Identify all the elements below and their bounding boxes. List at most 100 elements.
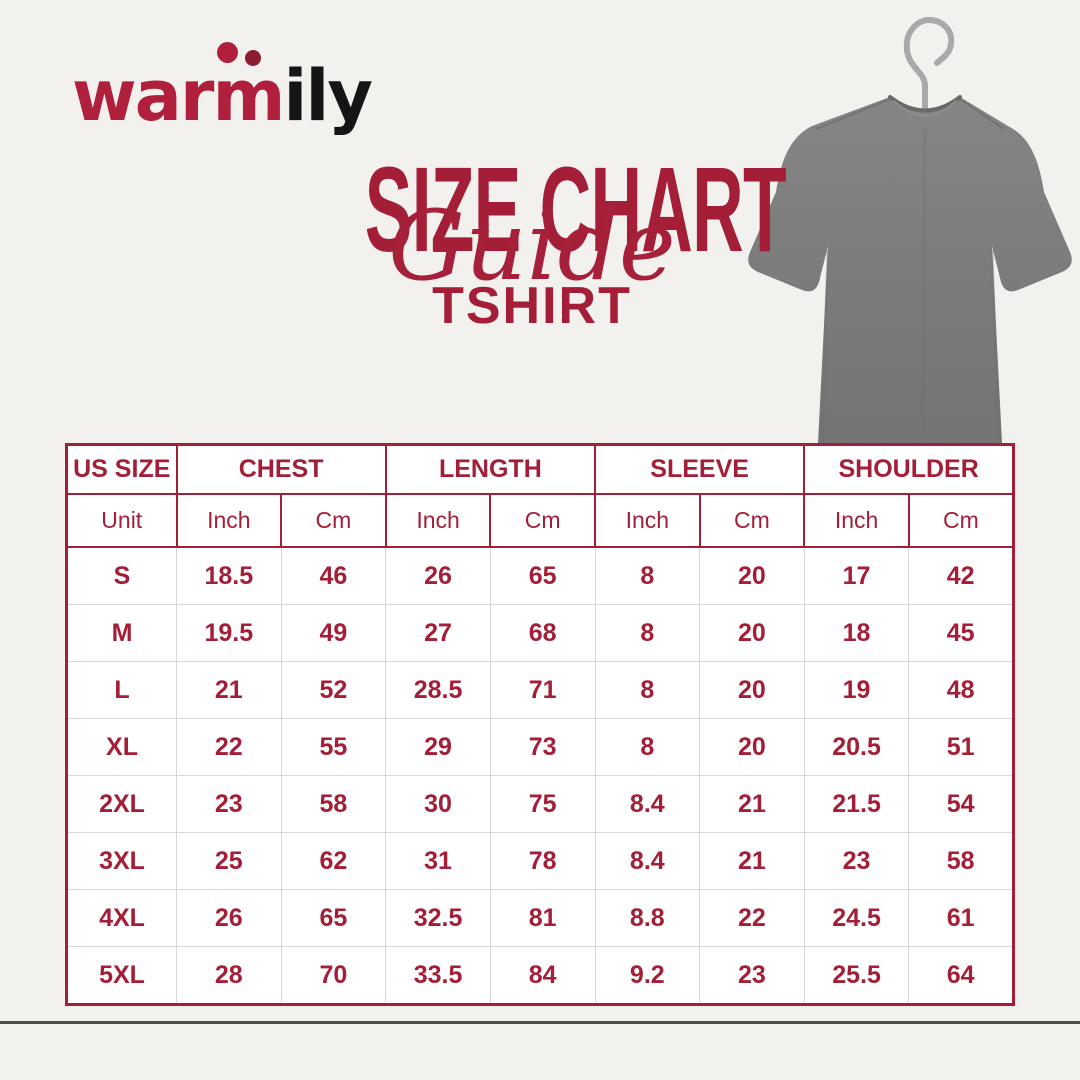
table-row: L 21 52 28.5 71 8 20 19 48: [66, 661, 1014, 719]
value-cell: 20: [699, 546, 805, 605]
size-cell: M: [66, 604, 177, 662]
value-cell: 22: [699, 889, 805, 947]
value-cell: 29: [385, 718, 491, 776]
value-cell: 75: [489, 775, 596, 833]
value-cell: 20: [699, 718, 805, 776]
size-cell: S: [66, 546, 177, 605]
value-cell: 23: [176, 775, 282, 833]
size-cell: 5XL: [66, 946, 177, 1005]
value-cell: 17: [803, 546, 910, 605]
value-cell: 68: [489, 604, 596, 662]
unit-header: Inch: [594, 493, 701, 548]
size-cell: 3XL: [66, 832, 177, 890]
value-cell: 21: [176, 661, 282, 719]
unit-header: Unit: [65, 493, 178, 548]
value-cell: 20: [699, 661, 805, 719]
value-cell: 8: [594, 546, 701, 605]
value-cell: 19.5: [176, 604, 282, 662]
size-cell: 2XL: [66, 775, 177, 833]
headline-block: SIZE CHART Guide TSHIRT: [312, 149, 787, 335]
column-header: US SIZE: [65, 443, 178, 495]
value-cell: 52: [280, 661, 387, 719]
table-body: S 18.5 46 26 65 8 20 17 42 M 19.5 49 27 68 8 20 18 45 L 21 5…: [66, 546, 1014, 1005]
value-cell: 28: [176, 946, 282, 1005]
table-row: 5XL 28 70 33.5 84 9.2 23 25.5 64: [66, 946, 1014, 1005]
brand-logo: warm ily: [72, 42, 373, 137]
tshirt-collar-seam: [893, 100, 957, 117]
column-header: LENGTH: [384, 443, 597, 495]
value-cell: 84: [489, 946, 596, 1005]
unit-header: Cm: [280, 493, 387, 548]
value-cell: 21: [699, 775, 805, 833]
logo-letter-m: m: [212, 42, 285, 135]
value-cell: 18: [803, 604, 910, 662]
logo-text-ily: ily: [283, 55, 373, 137]
value-cell: 31: [385, 832, 491, 890]
column-header: SHOULDER: [803, 443, 1015, 495]
value-cell: 81: [489, 889, 596, 947]
value-cell: 8: [594, 604, 701, 662]
value-cell: 46: [280, 546, 387, 605]
header-row-units: Unit Inch Cm Inch Cm Inch Cm Inch Cm: [65, 493, 1015, 548]
value-cell: 23: [803, 832, 910, 890]
table-row: XL 22 55 29 73 8 20 20.5 51: [66, 718, 1014, 776]
header-row-groups: US SIZE CHEST LENGTH SLEEVE SHOULDER: [65, 443, 1015, 495]
column-header: SLEEVE: [593, 443, 806, 495]
value-cell: 26: [385, 546, 491, 605]
table-row: S 18.5 46 26 65 8 20 17 42: [66, 546, 1014, 605]
value-cell: 8.8: [594, 889, 701, 947]
value-cell: 24.5: [803, 889, 910, 947]
page-subtitle: TSHIRT: [432, 277, 632, 335]
value-cell: 20.5: [803, 718, 910, 776]
value-cell: 70: [280, 946, 387, 1005]
unit-header: Cm: [489, 493, 596, 548]
value-cell: 26: [176, 889, 282, 947]
value-cell: 27: [385, 604, 491, 662]
size-cell: XL: [66, 718, 177, 776]
value-cell: 9.2: [594, 946, 701, 1005]
tshirt-on-hanger-image: [740, 0, 1080, 444]
tshirt-collar: [888, 95, 962, 113]
value-cell: 45: [908, 604, 1014, 662]
value-cell: 61: [908, 889, 1014, 947]
tshirt-shoulder-seams: [815, 98, 1005, 130]
unit-header: Inch: [384, 493, 492, 548]
value-cell: 20: [699, 604, 805, 662]
size-chart-table: US SIZE CHEST LENGTH SLEEVE SHOULDER Unit Inch…: [65, 443, 1015, 1006]
unit-header: Cm: [907, 493, 1015, 548]
value-cell: 71: [489, 661, 596, 719]
value-cell: 28.5: [385, 661, 491, 719]
unit-header: Cm: [698, 493, 806, 548]
table-row: 2XL 23 58 30 75 8.4 21 21.5 54: [66, 775, 1014, 833]
footer-divider: [0, 1021, 1080, 1024]
value-cell: 18.5: [176, 546, 282, 605]
value-cell: 65: [489, 546, 596, 605]
hanger-hook: [903, 16, 955, 115]
value-cell: 42: [908, 546, 1014, 605]
value-cell: 32.5: [385, 889, 491, 947]
value-cell: 8.4: [594, 775, 701, 833]
value-cell: 21.5: [803, 775, 910, 833]
table-header: US SIZE CHEST LENGTH SLEEVE SHOULDER Unit Inch…: [65, 443, 1015, 548]
value-cell: 78: [489, 832, 596, 890]
table-row: M 19.5 49 27 68 8 20 18 45: [66, 604, 1014, 662]
value-cell: 8: [594, 718, 701, 776]
value-cell: 54: [908, 775, 1014, 833]
table-row: 4XL 26 65 32.5 81 8.8 22 24.5 61: [66, 889, 1014, 947]
tshirt-fold-shading: [820, 129, 1000, 444]
value-cell: 65: [280, 889, 387, 947]
size-cell: 4XL: [66, 889, 177, 947]
value-cell: 48: [908, 661, 1014, 719]
value-cell: 62: [280, 832, 387, 890]
value-cell: 21: [699, 832, 805, 890]
value-cell: 58: [280, 775, 387, 833]
value-cell: 23: [699, 946, 805, 1005]
value-cell: 64: [908, 946, 1014, 1005]
size-cell: L: [66, 661, 177, 719]
value-cell: 8.4: [594, 832, 701, 890]
value-cell: 25.5: [803, 946, 910, 1005]
value-cell: 8: [594, 661, 701, 719]
value-cell: 51: [908, 718, 1014, 776]
tshirt-shape: [748, 97, 1072, 443]
